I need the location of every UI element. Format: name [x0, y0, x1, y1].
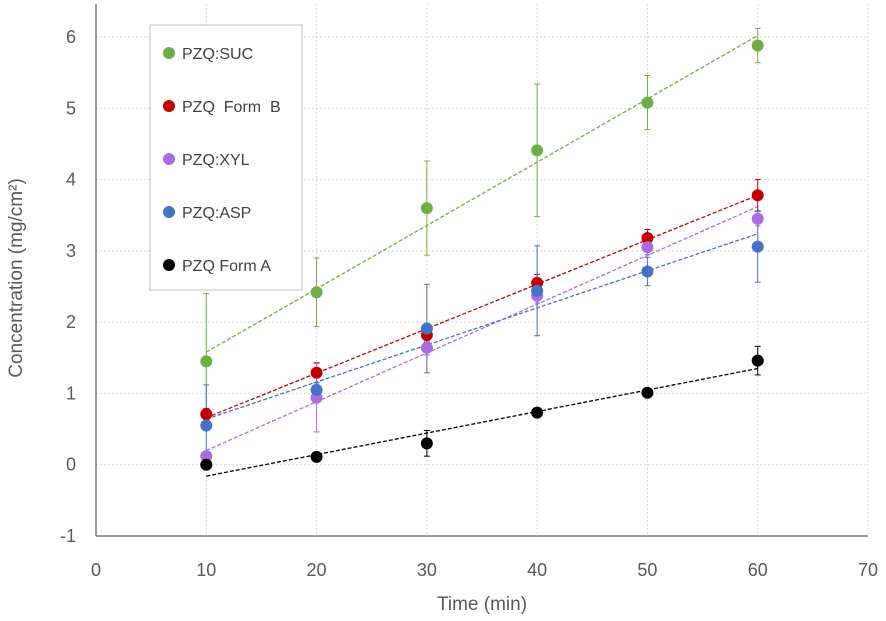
x-tick-label: 20: [307, 560, 327, 580]
trendline: [206, 206, 758, 452]
legend: PZQ:SUC PZQ Form B PZQ:XYL PZQ:ASP PZQ Form …: [149, 24, 303, 291]
trendlines: [205, 35, 759, 477]
data-point: [641, 386, 654, 399]
trendline: [206, 233, 758, 420]
legend-label: PZQ:SUC: [182, 46, 253, 63]
legend-label: PZQ Form B: [182, 99, 281, 116]
x-tick-label: 40: [527, 560, 547, 580]
data-point: [531, 284, 544, 297]
data-point: [641, 96, 654, 109]
y-tick-label: 6: [66, 27, 76, 47]
data-point: [531, 406, 544, 419]
data-point: [200, 408, 213, 421]
data-point: [751, 39, 764, 52]
data-point: [420, 341, 433, 354]
data-point: [200, 458, 213, 471]
y-tick-label: 1: [66, 383, 76, 403]
data-point: [310, 383, 323, 396]
legend-box: [149, 24, 303, 291]
legend-marker: [163, 100, 175, 112]
x-tick-label: 50: [637, 560, 657, 580]
x-axis-title: Time (min): [437, 594, 527, 615]
y-tick-label: 0: [66, 455, 76, 475]
legend-marker: [163, 47, 175, 59]
y-axis-title: Concentration (mg/cm²): [6, 178, 27, 378]
data-point: [200, 450, 213, 463]
data-point: [310, 286, 323, 299]
legend-label: PZQ:XYL: [182, 152, 250, 169]
data-point: [751, 354, 764, 367]
data-point: [531, 144, 544, 157]
data-point: [420, 437, 433, 450]
data-point: [751, 212, 764, 225]
x-tick-label: 70: [858, 560, 878, 580]
data-point: [420, 202, 433, 215]
x-tick-label: 10: [196, 560, 216, 580]
x-tick-label: 0: [91, 560, 101, 580]
data-point: [200, 355, 213, 368]
data-point: [641, 232, 654, 245]
legend-label: PZQ Form A: [182, 258, 271, 275]
data-point: [751, 189, 764, 202]
trendline: [205, 35, 759, 353]
y-tick-label: 4: [66, 170, 76, 190]
data-point: [310, 450, 323, 463]
data-point: [641, 265, 654, 278]
data-point: [420, 322, 433, 335]
x-tick-label: 60: [748, 560, 768, 580]
data-point: [200, 419, 213, 432]
data-point: [641, 241, 654, 254]
trendline: [206, 194, 758, 419]
x-tick-label: 30: [417, 560, 437, 580]
axes: [95, 4, 868, 537]
y-tick-label: 2: [66, 312, 76, 332]
y-tick-label: 5: [66, 98, 76, 118]
legend-label: PZQ:ASP: [182, 205, 251, 222]
legend-marker: [163, 153, 175, 165]
legend-marker: [163, 259, 175, 271]
data-point: [310, 366, 323, 379]
y-tick-label: 3: [66, 241, 76, 261]
y-tick-label: -1: [60, 526, 76, 546]
legend-marker: [163, 206, 175, 218]
data-point: [751, 240, 764, 253]
trendline: [206, 367, 758, 477]
data-points: [200, 39, 764, 471]
